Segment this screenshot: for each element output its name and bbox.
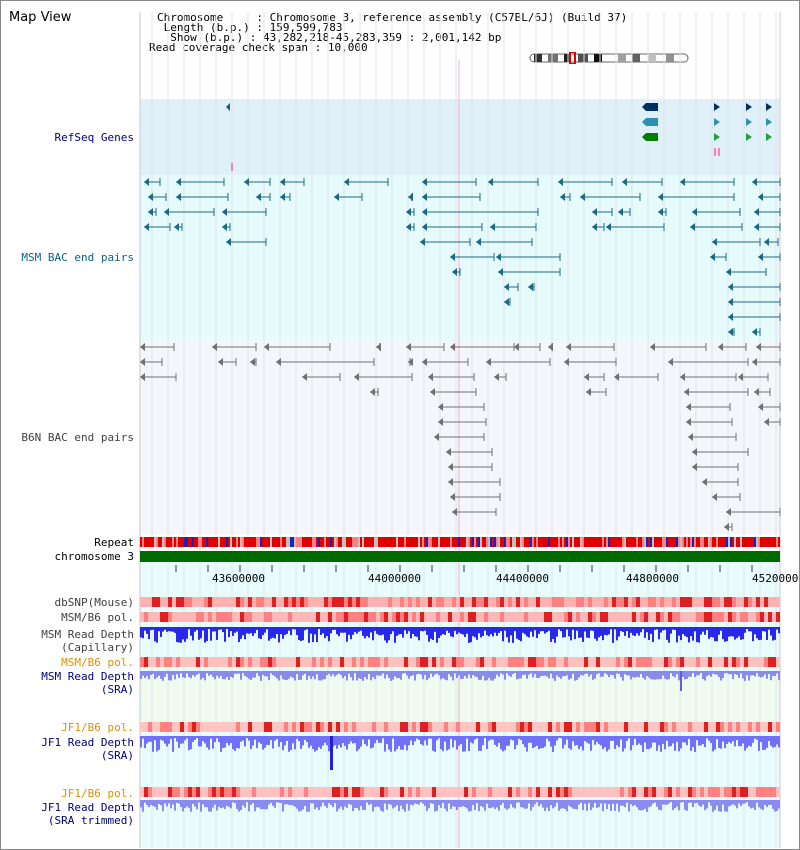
jf1-trim-label-2[interactable]: (SRA trimmed): [47, 814, 134, 827]
span-info: Read coverage check span : 10,000: [149, 41, 368, 54]
repeat-label: Repeat: [94, 536, 134, 549]
msm-bac-track: [140, 175, 780, 341]
axis-tick-label: 4520000: [752, 572, 799, 585]
msm-depth-capillary-label-2[interactable]: (Capillary): [61, 641, 134, 654]
dbsnp-label[interactable]: dbSNP(Mouse): [54, 596, 134, 609]
chromosome-label: Chromosome: [157, 11, 224, 24]
chromosome-track-label: chromosome 3: [54, 550, 134, 563]
axis-tick-label: 44800000: [626, 572, 679, 585]
b6n-bac-label[interactable]: B6N BAC end pairs: [21, 431, 134, 444]
msm-b6-pol-sra-label[interactable]: MSM/B6 pol.: [61, 656, 134, 669]
msm-depth-capillary-label-1[interactable]: MSM Read Depth: [41, 628, 134, 641]
jf1-trim-label-1[interactable]: JF1 Read Depth: [41, 801, 134, 814]
msm-bac-label[interactable]: MSM BAC end pairs: [21, 251, 134, 264]
page-title: Map View: [9, 10, 72, 25]
msm-sra-area: [140, 680, 780, 724]
span-value: 10,000: [327, 41, 368, 54]
jf1-depth-label-1[interactable]: JF1 Read Depth: [41, 736, 134, 749]
msm-depth-sra-label-2[interactable]: (SRA): [100, 683, 134, 696]
axis-tick-label: 44000000: [368, 572, 421, 585]
jf1-depth-label-2[interactable]: (SRA): [100, 749, 134, 762]
jf1-b6-pol-label[interactable]: JF1/B6 pol.: [61, 721, 134, 734]
jf1-b6-pol-trim-label[interactable]: JF1/B6 pol.: [61, 787, 134, 800]
refseq-label[interactable]: RefSeq Genes: [54, 131, 134, 144]
msm-b6-pol-label[interactable]: MSM/B6 pol.: [61, 611, 134, 624]
axis-tick-label: 44400000: [496, 572, 549, 585]
refseq-track: [140, 99, 780, 175]
b6n-bac-track: [140, 341, 780, 534]
chromosome-ideogram[interactable]: [528, 52, 690, 64]
msm-depth-sra-label-1[interactable]: MSM Read Depth: [41, 670, 134, 683]
axis-tick-label: 43600000: [212, 572, 265, 585]
length-value: 159,599,783: [269, 21, 343, 34]
show-value: 43,282,218-45,283,359 : 2,001,142 bp: [262, 31, 502, 44]
span-label: Read coverage check span: [149, 41, 308, 54]
